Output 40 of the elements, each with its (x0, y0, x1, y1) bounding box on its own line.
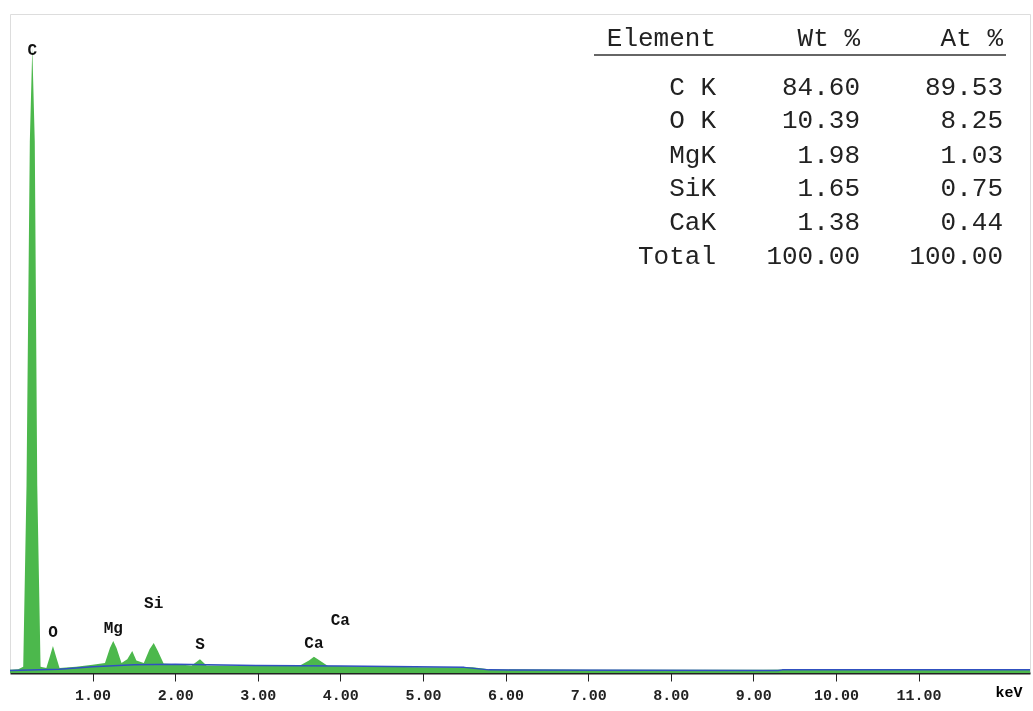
annotation: Ca (330, 612, 351, 631)
x-tick-label: 9.00 (735, 687, 772, 705)
x-tick-label: 7.00 (570, 687, 607, 705)
annotation: 1.03 (940, 141, 1003, 171)
x-tick-label: 8.00 (653, 687, 690, 705)
annotation: 100.00 (909, 242, 1003, 272)
annotation: O K (669, 106, 717, 136)
x-tick-label: 3.00 (240, 687, 277, 705)
annotation: Element (606, 24, 716, 54)
x-tick-label: 2.00 (157, 687, 194, 705)
annotation: Wt % (797, 24, 861, 54)
annotation: O (48, 624, 59, 643)
annotation: Ca (304, 634, 324, 653)
x-tick-label: 11.00 (896, 687, 942, 705)
annotation: At % (940, 24, 1004, 54)
x-tick-label: 6.00 (488, 687, 525, 705)
annotation: 10.39 (781, 106, 860, 136)
annotation: Mg (103, 620, 123, 639)
x-axis-title: keV (995, 684, 1023, 702)
annotation: 89.53 (924, 73, 1003, 103)
annotation: 1.65 (797, 174, 860, 204)
annotation: 1.38 (797, 208, 860, 238)
annotation: 0.75 (940, 174, 1003, 204)
annotation: C K (669, 73, 717, 103)
annotation: CaK (669, 208, 717, 238)
x-tick-label: 4.00 (322, 687, 359, 705)
annotation: 84.60 (781, 73, 860, 103)
x-tick-label: 1.00 (75, 687, 112, 705)
x-tick-label: 5.00 (405, 687, 442, 705)
annotation: 0.44 (940, 208, 1003, 238)
annotation: C (27, 41, 38, 60)
annotation: Si (144, 594, 164, 613)
annotation: 100.00 (766, 242, 860, 272)
annotation: 1.98 (797, 141, 860, 171)
annotation: MgK (669, 141, 717, 171)
annotation: SiK (669, 174, 717, 204)
annotation: S (195, 636, 206, 655)
annotation: Total (637, 242, 716, 272)
x-tick-label: 10.00 (813, 687, 859, 705)
annotation: 8.25 (940, 106, 1003, 136)
